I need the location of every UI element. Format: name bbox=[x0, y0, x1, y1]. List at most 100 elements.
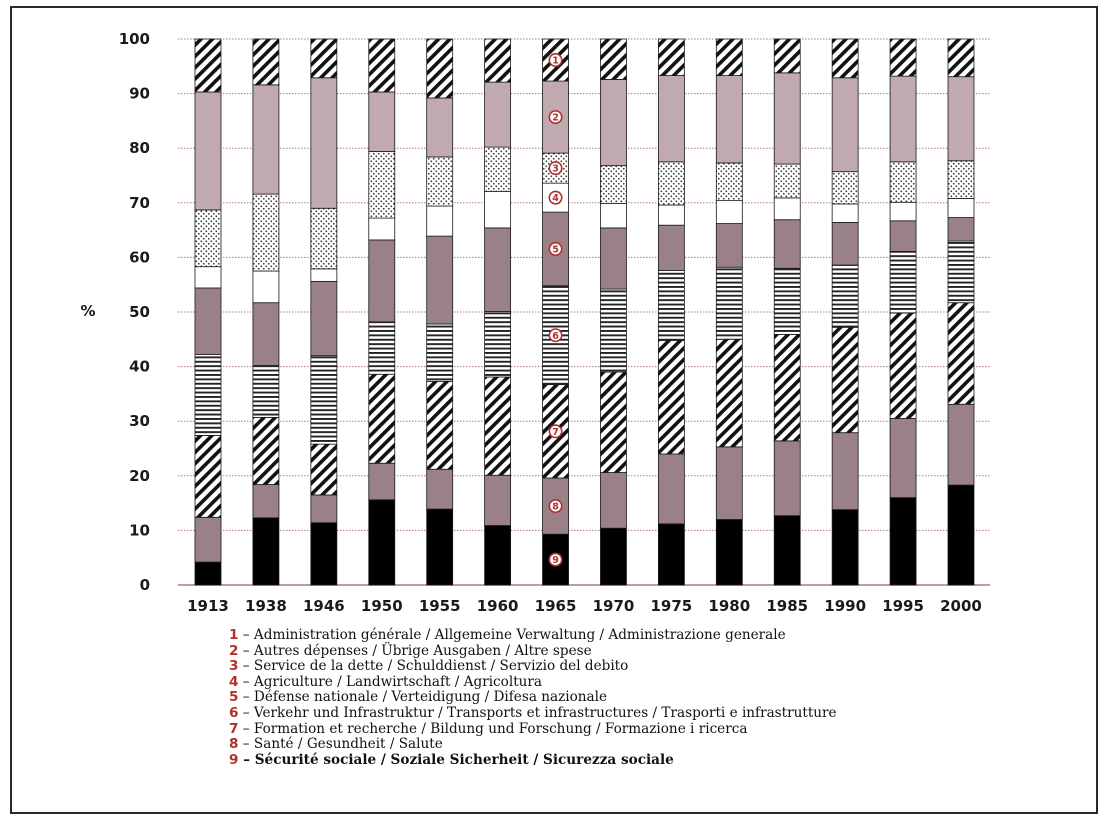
bar-segment-6-1938 bbox=[252, 365, 280, 418]
bar-segment-8-1938 bbox=[252, 484, 280, 519]
bar-segment-1-1975 bbox=[657, 38, 685, 76]
segment-marker-circle bbox=[548, 53, 563, 68]
bar-segment-5-1990 bbox=[831, 222, 859, 266]
legend-number: 7 bbox=[229, 720, 239, 737]
legend: 1 – Administration générale / Allgemeine… bbox=[229, 627, 989, 768]
x-tick-label: 1913 bbox=[187, 597, 229, 615]
legend-label: Sécurité sociale / Soziale Sicherheit / … bbox=[254, 751, 674, 768]
bar-segment-2-1985 bbox=[773, 72, 801, 165]
segment-marker-circle bbox=[548, 424, 563, 439]
bar-segment-6-1913 bbox=[194, 354, 222, 436]
bar-segment-3-1980 bbox=[715, 162, 743, 202]
y-tick-label: 0 bbox=[140, 576, 150, 594]
bar-segment-5-1995 bbox=[889, 220, 917, 252]
bar-segment-1-1960 bbox=[484, 38, 512, 83]
bar-segment-5-1946 bbox=[310, 281, 338, 357]
bar-segment-1-1985 bbox=[773, 38, 801, 74]
bar-2000 bbox=[947, 38, 975, 586]
legend-separator: – bbox=[238, 673, 254, 690]
segment-marker-number: 3 bbox=[552, 164, 559, 175]
bar-segment-7-1980 bbox=[715, 338, 743, 448]
legend-label: Formation et recherche / Bildung und For… bbox=[253, 720, 748, 737]
bar-segment-3-1938 bbox=[252, 193, 280, 272]
bar-1955 bbox=[426, 38, 454, 586]
legend-number: 6 bbox=[229, 704, 239, 721]
bar-segment-5-1980 bbox=[715, 223, 743, 268]
bar-segment-4-1985 bbox=[773, 197, 801, 221]
bar-segment-7-1913 bbox=[194, 434, 222, 518]
bar-segment-6-1955 bbox=[426, 323, 454, 382]
y-tick-label: 10 bbox=[129, 521, 150, 539]
bar-segment-7-1975 bbox=[657, 339, 685, 455]
bar-segment-9-1950 bbox=[368, 499, 396, 586]
bar-segment-2-2000 bbox=[947, 76, 975, 162]
bar-segment-9-1960 bbox=[484, 525, 512, 586]
x-tick-label: 2000 bbox=[940, 597, 982, 615]
x-tick-label: 1970 bbox=[593, 597, 635, 615]
y-tick-label: 90 bbox=[129, 85, 150, 103]
y-tick-label: 50 bbox=[129, 303, 150, 321]
segment-marker-circle bbox=[548, 161, 563, 176]
bar-segment-6-1980 bbox=[715, 266, 743, 340]
legend-number: 4 bbox=[229, 673, 239, 690]
legend-item-1: 1 – Administration générale / Allgemeine… bbox=[229, 627, 989, 644]
bar-segment-2-1946 bbox=[310, 77, 338, 209]
bar-1946 bbox=[310, 38, 338, 586]
bar-segment-9-2000 bbox=[947, 484, 975, 586]
segment-marker-number: 8 bbox=[552, 502, 559, 513]
bar-segment-6-1990 bbox=[831, 264, 859, 328]
legend-separator: – bbox=[238, 736, 254, 753]
legend-separator: – bbox=[238, 627, 254, 643]
segment-marker-number: 5 bbox=[552, 245, 559, 256]
bar-segment-9-1990 bbox=[831, 509, 859, 586]
bar-segment-4-1950 bbox=[368, 217, 396, 241]
bar-segment-8-1946 bbox=[310, 494, 338, 524]
legend-item-4: 4 – Agriculture / Landwirtschaft / Agric… bbox=[229, 673, 989, 691]
bar-segment-4-1995 bbox=[889, 201, 917, 222]
bar-segment-2-1913 bbox=[194, 91, 222, 211]
bar-segment-3-1990 bbox=[831, 171, 859, 205]
bar-segment-3-1913 bbox=[194, 209, 222, 268]
bar-segment-7-1970 bbox=[600, 371, 627, 473]
legend-number: 5 bbox=[229, 689, 239, 706]
segment-marker-number: 1 bbox=[552, 56, 559, 67]
legend-item-3: 3 – Service de la dette / Schulddienst /… bbox=[229, 658, 989, 675]
bar-segment-7-1950 bbox=[368, 373, 396, 464]
legend-number: 8 bbox=[229, 736, 239, 753]
bar-segment-2-1975 bbox=[657, 75, 685, 163]
bar-1938 bbox=[252, 38, 280, 586]
bar-segment-2-1955 bbox=[426, 97, 454, 158]
bar-segment-6-1970 bbox=[600, 288, 627, 373]
bar-segment-4-1960 bbox=[484, 190, 512, 229]
legend-separator: – bbox=[238, 751, 255, 768]
bar-1913 bbox=[194, 38, 222, 586]
bar-segment-9-1913 bbox=[194, 561, 222, 586]
bar-segment-1-2000 bbox=[947, 38, 975, 78]
x-tick-label: 1995 bbox=[882, 597, 924, 615]
bar-segment-7-1938 bbox=[252, 416, 280, 485]
bar-segment-6-1950 bbox=[368, 321, 396, 375]
bar-segment-3-1955 bbox=[426, 156, 454, 207]
bar-segment-3-2000 bbox=[947, 160, 975, 199]
y-tick-label: 70 bbox=[129, 194, 150, 212]
bar-1995 bbox=[889, 38, 917, 586]
bar-segment-5-1985 bbox=[773, 219, 801, 269]
legend-label: Administration générale / Allgemeine Ver… bbox=[253, 627, 786, 643]
bar-segment-2-1995 bbox=[889, 75, 917, 163]
bar-segment-7-1955 bbox=[426, 380, 454, 470]
bar-segment-7-1985 bbox=[773, 333, 801, 442]
bar-segment-8-2000 bbox=[947, 403, 975, 486]
segment-marker-number: 2 bbox=[552, 113, 559, 124]
y-tick-label: 30 bbox=[129, 412, 150, 430]
gridlines bbox=[178, 38, 990, 586]
bar-segment-1-1950 bbox=[368, 38, 396, 93]
bar-segment-8-1950 bbox=[368, 462, 396, 501]
bar-segment-8-1975 bbox=[657, 453, 685, 525]
bar-segment-3-1950 bbox=[368, 151, 396, 219]
bar-segment-2-1970 bbox=[600, 79, 627, 167]
bar-1980 bbox=[715, 38, 743, 586]
legend-separator: – bbox=[238, 720, 254, 737]
bar-segment-7-1946 bbox=[310, 443, 338, 496]
bar-segment-8-1990 bbox=[831, 432, 859, 511]
